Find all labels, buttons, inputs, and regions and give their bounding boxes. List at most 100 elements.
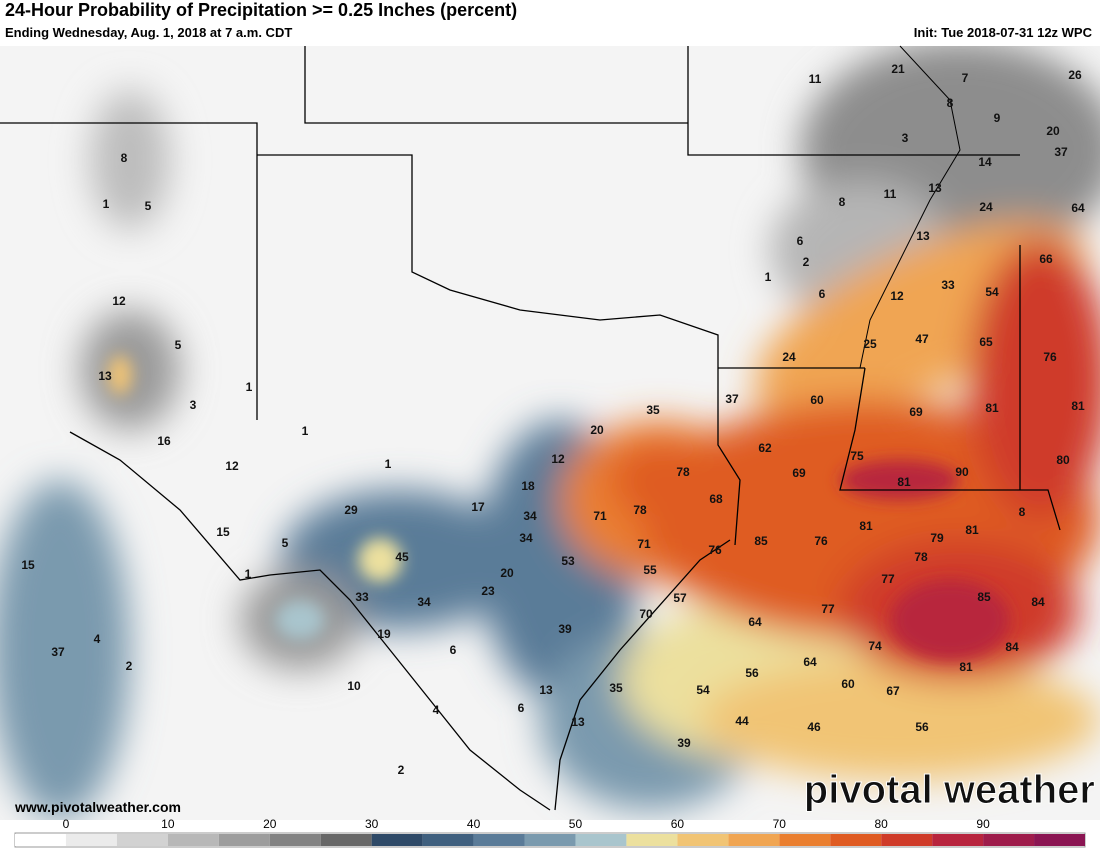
colorbar-tick-label: 20 [263, 817, 277, 831]
map-value-label: 65 [979, 335, 993, 349]
map-value-label: 8 [121, 151, 128, 165]
map-value-label: 34 [523, 509, 537, 523]
map-value-label: 81 [897, 475, 911, 489]
map-value-label: 60 [810, 393, 824, 407]
map-value-label: 79 [930, 531, 944, 545]
map-value-label: 77 [821, 602, 835, 616]
map-value-label: 3 [190, 398, 197, 412]
map-value-label: 37 [725, 392, 739, 406]
map-value-label: 1 [302, 424, 309, 438]
map-value-label: 90 [955, 465, 969, 479]
map-value-label: 8 [1019, 505, 1026, 519]
map-value-label: 12 [890, 289, 904, 303]
map-value-label: 35 [646, 403, 660, 417]
website: www.pivotalweather.com [14, 799, 181, 815]
colorbar-swatch [269, 834, 321, 846]
map-value-label: 19 [377, 627, 391, 641]
map-value-label: 37 [1054, 145, 1068, 159]
colorbar-tick-label: 30 [365, 817, 379, 831]
map-value-label: 29 [344, 503, 358, 517]
colorbar-swatch [15, 834, 66, 846]
map-value-label: 12 [225, 459, 239, 473]
map-value-label: 85 [977, 590, 991, 604]
map-value-label: 1 [765, 270, 772, 284]
colorbar-swatch [677, 834, 729, 846]
map-value-label: 12 [551, 452, 565, 466]
map-value-label: 56 [745, 666, 759, 680]
colorbar-swatch [575, 834, 627, 846]
map-value-label: 21 [891, 62, 905, 76]
map-value-label: 45 [395, 550, 409, 564]
map-value-label: 13 [571, 715, 585, 729]
colorbar-swatch [779, 834, 831, 846]
map-value-label: 8 [947, 96, 954, 110]
map-value-label: 54 [696, 683, 710, 697]
colorbar-swatch [65, 834, 117, 846]
colorbar-swatch [371, 834, 423, 846]
map-value-label: 69 [909, 405, 923, 419]
map-value-label: 64 [803, 655, 817, 669]
map-value-label: 76 [708, 543, 722, 557]
map-value-label: 34 [417, 595, 431, 609]
init-time: Init: Tue 2018-07-31 12z WPC [914, 25, 1093, 40]
map-value-label: 66 [1039, 252, 1053, 266]
map-value-label: 57 [673, 591, 687, 605]
map-value-label: 6 [450, 643, 457, 657]
map-value-label: 55 [643, 563, 657, 577]
map-value-label: 64 [748, 615, 762, 629]
map-value-label: 26 [1068, 68, 1082, 82]
map-value-label: 6 [797, 234, 804, 248]
colorbar-swatch [830, 834, 882, 846]
map-value-label: 74 [868, 639, 882, 653]
map-value-label: 34 [519, 531, 533, 545]
map-value-label: 5 [145, 199, 152, 213]
map-value-label: 60 [841, 677, 855, 691]
colorbar-swatch [881, 834, 933, 846]
map-value-label: 2 [398, 763, 405, 777]
map-value-label: 44 [735, 714, 749, 728]
map-value-label: 13 [928, 181, 942, 195]
subtitle: Ending Wednesday, Aug. 1, 2018 at 7 a.m.… [5, 25, 292, 40]
map-value-label: 13 [98, 369, 112, 383]
map-value-label: 33 [355, 590, 369, 604]
map-value-label: 54 [985, 285, 999, 299]
map-value-label: 47 [915, 332, 929, 346]
colorbar-tick-label: 80 [875, 817, 889, 831]
colorbar-swatch [524, 834, 576, 846]
map-value-label: 23 [481, 584, 495, 598]
colorbar-tick-label: 70 [773, 817, 787, 831]
map-value-label: 2 [126, 659, 133, 673]
colorbar-swatch [116, 834, 168, 846]
map-value-label: 35 [609, 681, 623, 695]
map-value-label: 14 [978, 155, 992, 169]
colorbar-tick-label: 0 [63, 817, 70, 831]
map-value-label: 13 [916, 229, 930, 243]
precip-field [0, 46, 1100, 820]
colorbar-swatch [1034, 834, 1085, 846]
map-value-label: 78 [914, 550, 928, 564]
map-value-label: 15 [21, 558, 35, 572]
colorbar-swatch [320, 834, 372, 846]
map-value-label: 37 [51, 645, 65, 659]
map-value-label: 4 [433, 703, 440, 717]
map-value-label: 64 [1071, 201, 1085, 215]
map-value-label: 18 [521, 479, 535, 493]
colorbar-swatch [626, 834, 678, 846]
map-value-label: 10 [347, 679, 361, 693]
map-value-label: 67 [886, 684, 900, 698]
map-value-label: 5 [175, 338, 182, 352]
map-value-label: 78 [633, 503, 647, 517]
map-value-label: 81 [859, 519, 873, 533]
map-value-label: 75 [850, 449, 864, 463]
map-value-label: 70 [639, 607, 653, 621]
map-value-label: 25 [863, 337, 877, 351]
map-value-label: 2 [803, 255, 810, 269]
map-value-label: 76 [1043, 350, 1057, 364]
map-value-label: 84 [1031, 595, 1045, 609]
map-value-label: 5 [282, 536, 289, 550]
colorbar-swatch [728, 834, 780, 846]
map-value-label: 85 [754, 534, 768, 548]
map-value-label: 1 [103, 197, 110, 211]
map-value-label: 84 [1005, 640, 1019, 654]
